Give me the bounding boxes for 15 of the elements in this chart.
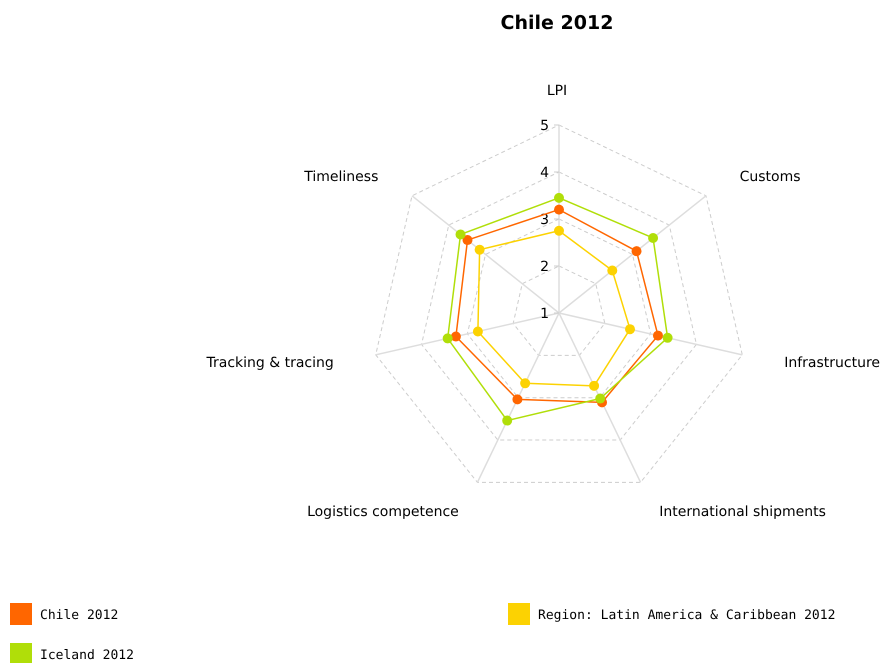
y-tick-label: 4 (540, 165, 550, 181)
y-tick-label: 2 (540, 259, 549, 275)
chart-title: Chile 2012 (500, 12, 614, 34)
legend-label: Iceland 2012 (40, 648, 134, 663)
legend-label: Region: Latin America & Caribbean 2012 (538, 608, 836, 623)
spoke-label: LPI (546, 83, 568, 99)
spoke-label: Logistics competence (307, 504, 459, 520)
spoke-label: Tracking & tracing (206, 354, 334, 371)
y-tick-label: 1 (540, 306, 549, 322)
spoke-label: Infrastructure (784, 354, 880, 371)
spoke-label: Timeliness (303, 168, 378, 185)
y-tick-label: 5 (540, 118, 549, 134)
spoke-label: Customs (740, 168, 801, 185)
legend-label: Chile 2012 (40, 608, 118, 623)
spoke-label: International shipments (659, 504, 826, 520)
